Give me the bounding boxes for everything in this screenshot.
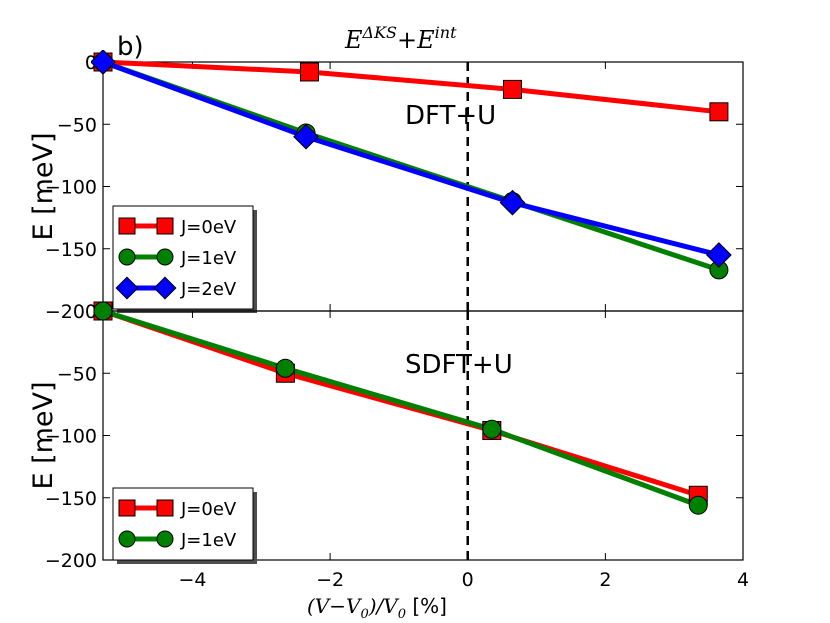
legend-label: J=1eV [180, 530, 237, 551]
data-point [299, 62, 319, 82]
y-axis-label: E [meV] [28, 381, 59, 489]
y-tick-label: −150 [45, 488, 97, 510]
data-point [156, 499, 174, 517]
data-point [293, 123, 319, 150]
y-tick-label: −200 [45, 301, 97, 323]
panel-annotation: DFT+U [405, 101, 496, 131]
y-tick-label: −150 [45, 239, 97, 261]
y-tick-label: −100 [45, 177, 97, 199]
plot-area [91, 50, 732, 280]
bottom-panel: −50 −100 −150 −200 −4 −2 0 2 4 E [meV] SDFT+U J=0eV… [28, 301, 749, 591]
x-tick-label: 2 [599, 569, 611, 591]
x-tick-label: −4 [178, 569, 206, 591]
data-point [688, 495, 708, 515]
panel-annotation: SDFT+U [405, 350, 513, 380]
data-point [275, 358, 295, 378]
x-tick-label: 4 [737, 569, 749, 591]
legend: J=0eV J=1eV [112, 487, 257, 564]
data-point [115, 276, 139, 300]
series-line [102, 308, 700, 508]
legend: J=0eV J=1eV J=2eV [112, 205, 257, 313]
data-point [502, 79, 522, 99]
data-point [91, 50, 116, 75]
data-point [118, 248, 136, 266]
y-tick-label: −100 [45, 426, 97, 448]
legend-label: J=2eV [180, 279, 237, 300]
panel-label: b) [117, 32, 144, 62]
x-tick-label: −2 [316, 569, 344, 591]
legend-box [112, 487, 254, 561]
chart-title: EΔKS+Eint [344, 23, 457, 54]
series-line [102, 59, 720, 258]
data-point [706, 242, 732, 268]
legend-label: J=0eV [180, 499, 237, 520]
y-tick-label: −50 [57, 363, 97, 385]
y-tick-label: −200 [45, 550, 97, 572]
data-point [156, 248, 174, 266]
data-point [156, 530, 174, 548]
series-line [102, 59, 720, 115]
plot-area [93, 301, 708, 515]
legend-label: J=0eV [180, 217, 237, 238]
data-point [156, 217, 174, 235]
data-point [482, 419, 502, 439]
data-point [93, 301, 113, 321]
x-tick-label: 0 [462, 569, 474, 591]
data-point [499, 189, 526, 216]
y-axis-label: E [meV] [28, 132, 59, 240]
data-point [709, 102, 729, 122]
data-point [118, 499, 136, 517]
data-point [118, 530, 136, 548]
x-axis-label: (V−V0)/V0 [%] [307, 594, 447, 622]
legend-label: J=1eV [180, 248, 237, 269]
data-point [153, 276, 177, 300]
y-tick-label: −50 [57, 114, 97, 136]
data-point [118, 217, 136, 235]
